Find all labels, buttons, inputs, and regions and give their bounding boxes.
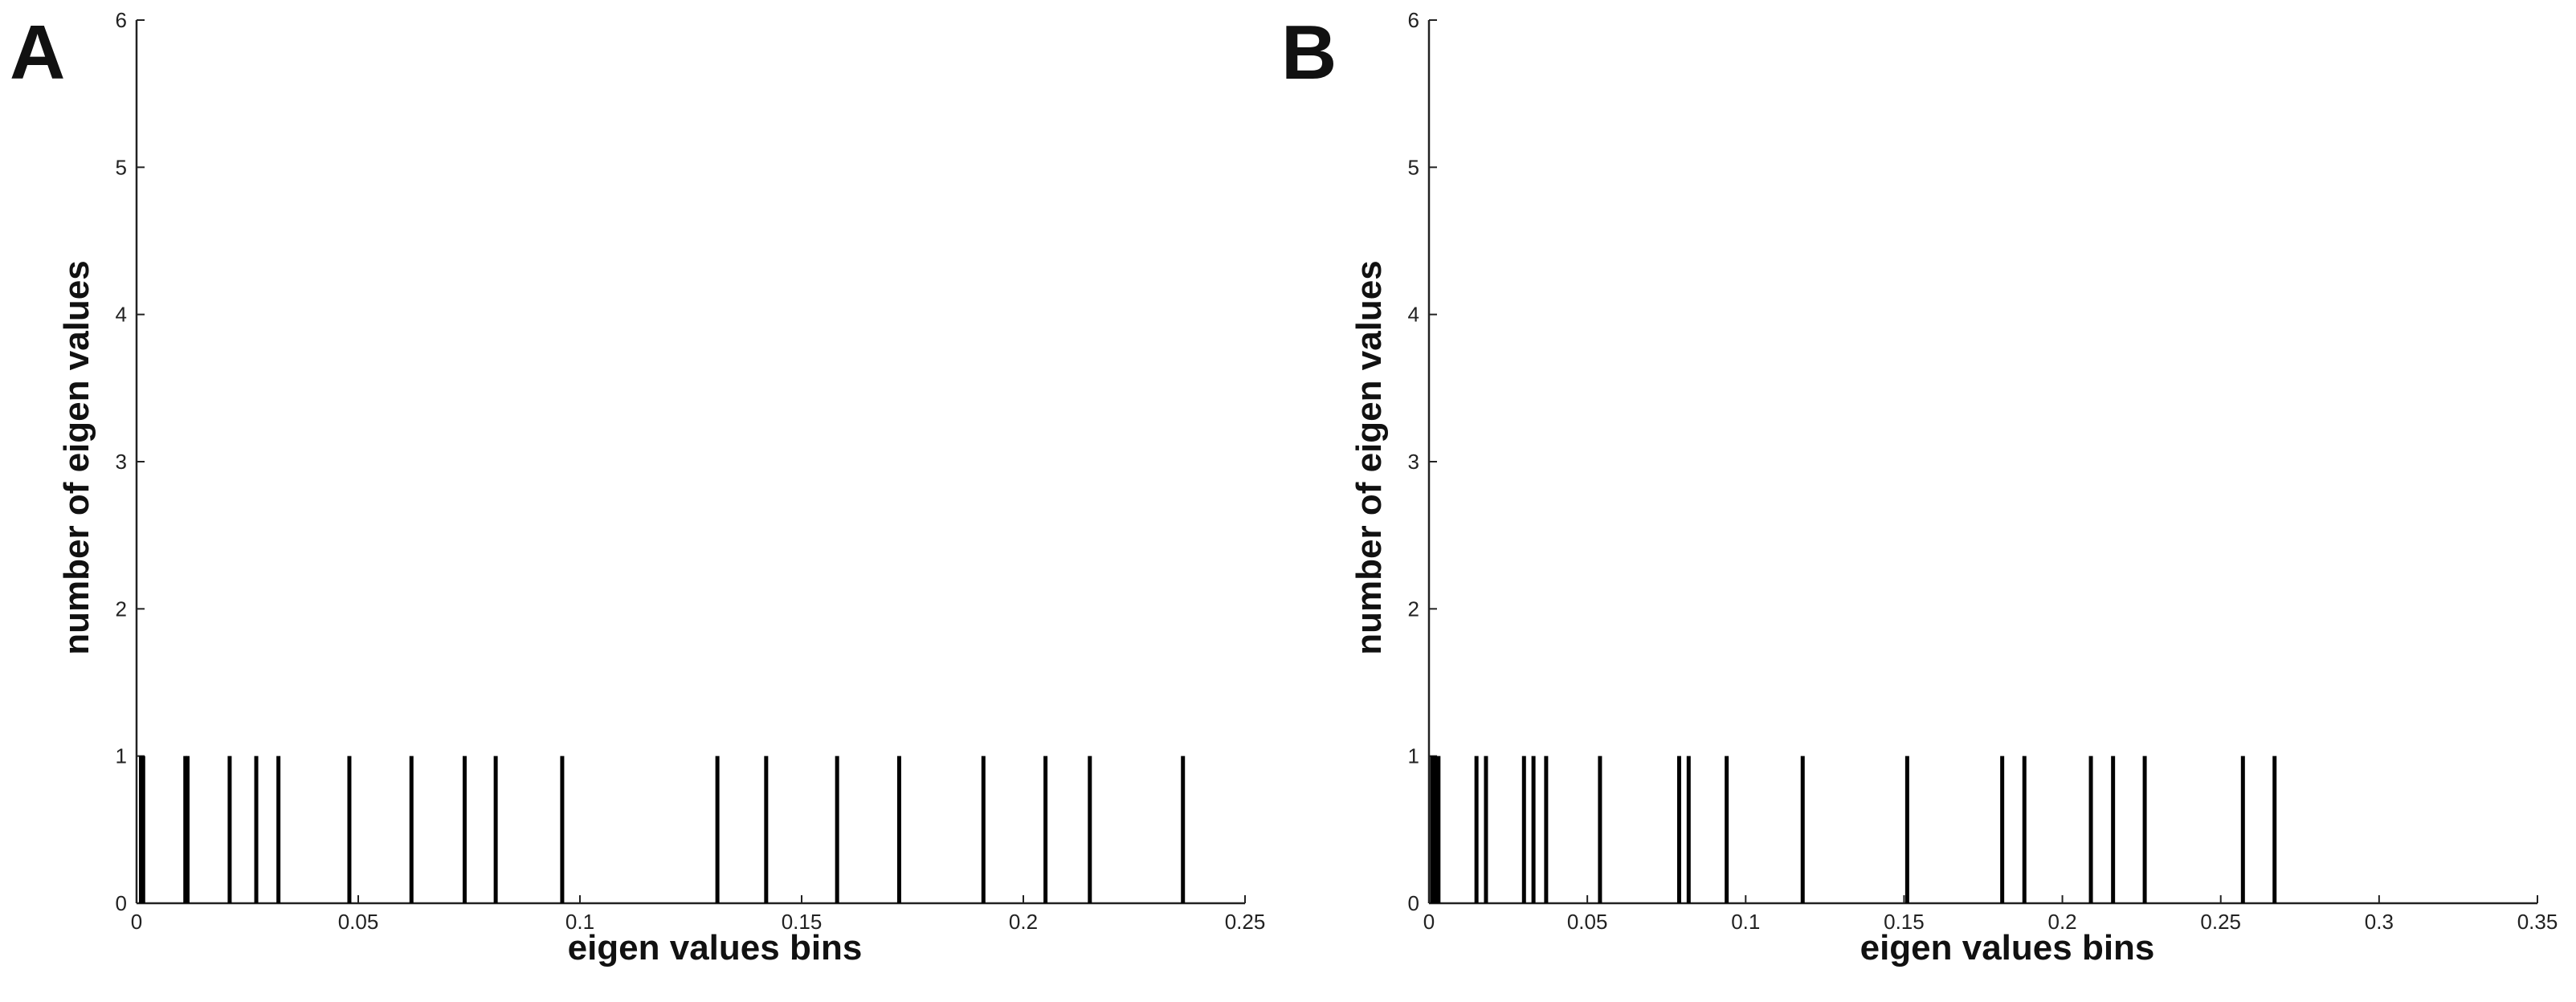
- y-axis-label: number of eigen values: [1349, 260, 1389, 654]
- y-tick-label: 6: [116, 8, 127, 32]
- y-tick-label: 1: [1408, 744, 1419, 768]
- x-tick-label: 0.2: [1009, 910, 1038, 934]
- x-tick-label: 0.25: [2200, 910, 2241, 934]
- y-tick-label: 0: [1408, 891, 1419, 915]
- chart-a: 0 1 2 3 4 5 6 0 0.05 0.1 0.15 0.2 0.25 eigen values b…: [57, 8, 1265, 967]
- x-tick-label: 0: [131, 910, 142, 934]
- y-tick-label: 4: [1408, 303, 1419, 327]
- y-tick-label: 2: [116, 597, 127, 621]
- x-tick-label: 0.1: [565, 910, 594, 934]
- y-tick-label: 2: [1408, 597, 1419, 621]
- y-tick-label: 6: [1408, 8, 1419, 32]
- x-axis-label: eigen values bins: [568, 928, 863, 967]
- y-tick-label: 1: [116, 744, 127, 768]
- panel-b-letter: B: [1281, 10, 1337, 96]
- chart-b: 0 1 2 3 4 5 6 0 0.05 0.1 0.15 0.2 0.25 0.3 0.35 eigen v…: [1349, 8, 2558, 967]
- x-tick-label: 0.05: [338, 910, 379, 934]
- x-tick-label: 0.35: [2517, 910, 2558, 934]
- x-axis-label: eigen values bins: [1860, 928, 2155, 967]
- y-tick-label: 5: [116, 155, 127, 179]
- y-tick-label: 3: [1408, 450, 1419, 474]
- x-tick-label: 0: [1423, 910, 1435, 934]
- y-tick-label: 0: [116, 891, 127, 915]
- x-tick-label: 0.25: [1225, 910, 1266, 934]
- y-tick-label: 5: [1408, 155, 1419, 179]
- y-axis-label: number of eigen values: [57, 260, 96, 654]
- x-tick-label: 0.2: [2047, 910, 2076, 934]
- panel-a-letter: A: [10, 10, 65, 96]
- x-tick-label: 0.05: [1567, 910, 1608, 934]
- y-tick-label: 3: [116, 450, 127, 474]
- x-tick-label: 0.15: [1884, 910, 1925, 934]
- x-tick-label: 0.1: [1731, 910, 1760, 934]
- y-tick-label: 4: [116, 303, 127, 327]
- x-tick-label: 0.15: [782, 910, 823, 934]
- x-tick-label: 0.3: [2365, 910, 2394, 934]
